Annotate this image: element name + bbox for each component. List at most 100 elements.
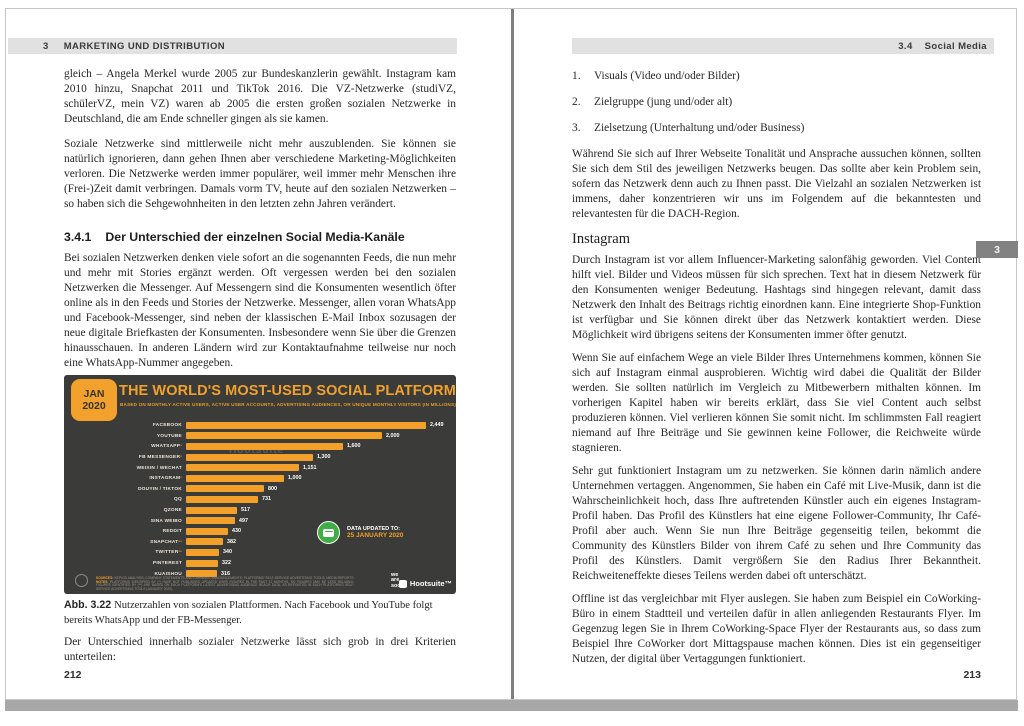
paragraph: Der Unterschied innerhalb sozialer Netzw… — [64, 636, 456, 663]
bar-value: 800 — [268, 486, 278, 492]
paragraph: Soziale Netzwerke sind mittlerweile nich… — [64, 138, 456, 210]
list-item: 3. Zielsetzung (Unterhaltung und/oder Bu… — [572, 121, 981, 136]
chart-bar-row: QZONE 517 — [64, 505, 456, 516]
figure-caption: Abb. 3.22 Nutzerzahlen von sozialen Plat… — [64, 598, 456, 628]
instagram-subheading: Instagram — [572, 231, 630, 247]
chart-bar-row: QQ 731 — [64, 494, 456, 505]
chart-bar-row: SINA WEIBO 497 — [64, 515, 456, 526]
date-badge: JAN 2020 — [71, 379, 117, 421]
paragraph: Während Sie sich auf Ihrer Webseite Tona… — [572, 148, 981, 220]
bar-value: 322 — [222, 560, 232, 566]
bar-value: 382 — [227, 539, 237, 545]
bar — [186, 506, 237, 514]
chart-footer: SOURCES: KEPIOS ANALYSIS; COMPANY STATEM… — [64, 568, 456, 594]
platform-label: PINTEREST — [152, 560, 182, 566]
watermark: Hootsuite — [229, 445, 285, 456]
list-item: 1. Visuals (Video und/oder Bilder) — [572, 69, 981, 84]
list-number: 1. — [572, 70, 581, 82]
platform-label: INSTAGRAM* — [149, 475, 182, 481]
we-are-social-logo: we are social — [391, 571, 407, 588]
bar-value: 517 — [241, 507, 251, 513]
bar — [186, 570, 217, 578]
right-page-header: 3.4 Social Media — [572, 38, 994, 54]
bar-value: 1,300 — [317, 454, 331, 460]
paragraph: Bei sozialen Netzwerken denken viele sof… — [64, 252, 456, 369]
bar-value: 430 — [232, 528, 242, 534]
platform-label: SNAPCHAT** — [150, 539, 182, 545]
platform-label: WEIXIN / WECHAT — [136, 465, 182, 471]
bar — [186, 485, 264, 493]
bar-value: 731 — [262, 496, 272, 503]
platform-label: QQ — [174, 497, 182, 502]
page-edge-shadow — [5, 700, 1018, 711]
right-page-column: 1. Visuals (Video und/oder Bilder) 2. Zi… — [572, 69, 981, 675]
platform-label: SINA WEIBO — [150, 518, 182, 524]
list-item: 2. Zielgruppe (jung und/oder alt) — [572, 95, 981, 110]
chart-bars: FACEBOOK 2,449 YOUTUBE 2,000 WHATSAPP* 1,600 F… — [64, 420, 456, 579]
hootsuite-logo: Hootsuite™ — [399, 579, 452, 588]
platform-label: REDDIT — [162, 528, 182, 534]
badge-year: 2020 — [82, 400, 106, 412]
section-heading-number: 3.4.1 — [64, 230, 92, 244]
chart-bar-row: TWITTER** 340 — [64, 547, 456, 558]
sources-label: SOURCES: — [96, 576, 114, 580]
page-number-left: 212 — [64, 669, 82, 681]
list-number: 3. — [572, 122, 581, 134]
platform-label: YOUTUBE — [156, 433, 182, 439]
figure-label: Abb. 3.22 — [64, 599, 112, 611]
bar — [186, 464, 299, 472]
paragraph: Wenn Sie auf einfachem Wege an viele Bil… — [572, 352, 981, 454]
social-platforms-chart: JAN 2020 THE WORLD'S MOST-USED SOCIAL PL… — [64, 375, 456, 594]
chart-bar-row: WHATSAPP* 1,600 — [64, 441, 456, 452]
paragraph: gleich – Angela Merkel wurde 2005 zur Bu… — [64, 68, 456, 125]
platform-label: DOUYIN / TIKTOK — [137, 486, 182, 492]
bar — [186, 495, 258, 503]
figure-caption-text: Nutzerzahlen von sozialen Plattformen. N… — [64, 600, 433, 626]
chart-bar-row: PINTEREST 322 — [64, 558, 456, 569]
bar-value: 1,600 — [347, 443, 361, 450]
list-text: Zielgruppe (jung und/oder alt) — [594, 96, 733, 108]
chart-bar-row: YOUTUBE 2,000 — [64, 431, 456, 442]
book-spread: 3 MARKETING UND DISTRIBUTION 3.4 Social … — [5, 8, 1018, 700]
left-page-header: 3 MARKETING UND DISTRIBUTION — [8, 38, 457, 54]
bar — [186, 517, 235, 525]
list-number: 2. — [572, 96, 581, 108]
slide-badge-icon — [75, 574, 88, 587]
bar — [186, 538, 223, 546]
platform-label: WHATSAPP* — [151, 444, 182, 449]
chart-title: THE WORLD'S MOST-USED SOCIAL PLATFORMS — [119, 383, 456, 399]
calendar-icon — [317, 521, 340, 544]
chapter-tab: 3 — [976, 241, 1018, 258]
chapter-number: 3 — [43, 40, 49, 52]
bar — [186, 442, 343, 450]
platform-label: KUAISHOU — [154, 571, 182, 577]
chart-bar-row: REDDIT 430 — [64, 526, 456, 537]
bar-value: 1,151 — [303, 464, 317, 471]
chart-bar-row: WEIXIN / WECHAT 1,151 — [64, 462, 456, 473]
section-title: Social Media — [924, 40, 987, 52]
page-gutter — [511, 9, 514, 699]
bar — [186, 453, 313, 461]
platform-label: FB MESSENGER* — [138, 454, 182, 460]
bar — [186, 432, 382, 440]
bar-value: 2,449 — [430, 422, 444, 428]
data-updated-label: DATA UPDATED TO: — [347, 526, 401, 532]
platform-label: QZONE — [163, 507, 182, 513]
chart-bar-row: DOUYIN / TIKTOK 800 — [64, 484, 456, 495]
platform-label: TWITTER** — [155, 550, 182, 555]
section-number: 3.4 — [898, 40, 913, 52]
bar-value: 1,000 — [288, 475, 302, 481]
bar — [186, 559, 218, 567]
chart-sources: SOURCES: KEPIOS ANALYSIS; COMPANY STATEM… — [96, 576, 355, 591]
sources-text: KEPIOS ANALYSIS; COMPANY STATEMENTS AND … — [113, 576, 355, 580]
chart-bar-row: FACEBOOK 2,449 — [64, 420, 456, 431]
badge-month: JAN — [83, 388, 105, 400]
chart-subtitle: BASED ON MONTHLY ACTIVE USERS, ACTIVE US… — [120, 403, 456, 408]
bar-value: 316 — [221, 570, 231, 577]
notes-label: NOTES: — [96, 580, 109, 584]
bar — [186, 421, 426, 429]
bar-value: 2,000 — [386, 433, 400, 439]
bar-value: 340 — [223, 549, 233, 556]
owl-icon — [399, 579, 408, 588]
hootsuite-name: Hootsuite™ — [409, 579, 452, 588]
